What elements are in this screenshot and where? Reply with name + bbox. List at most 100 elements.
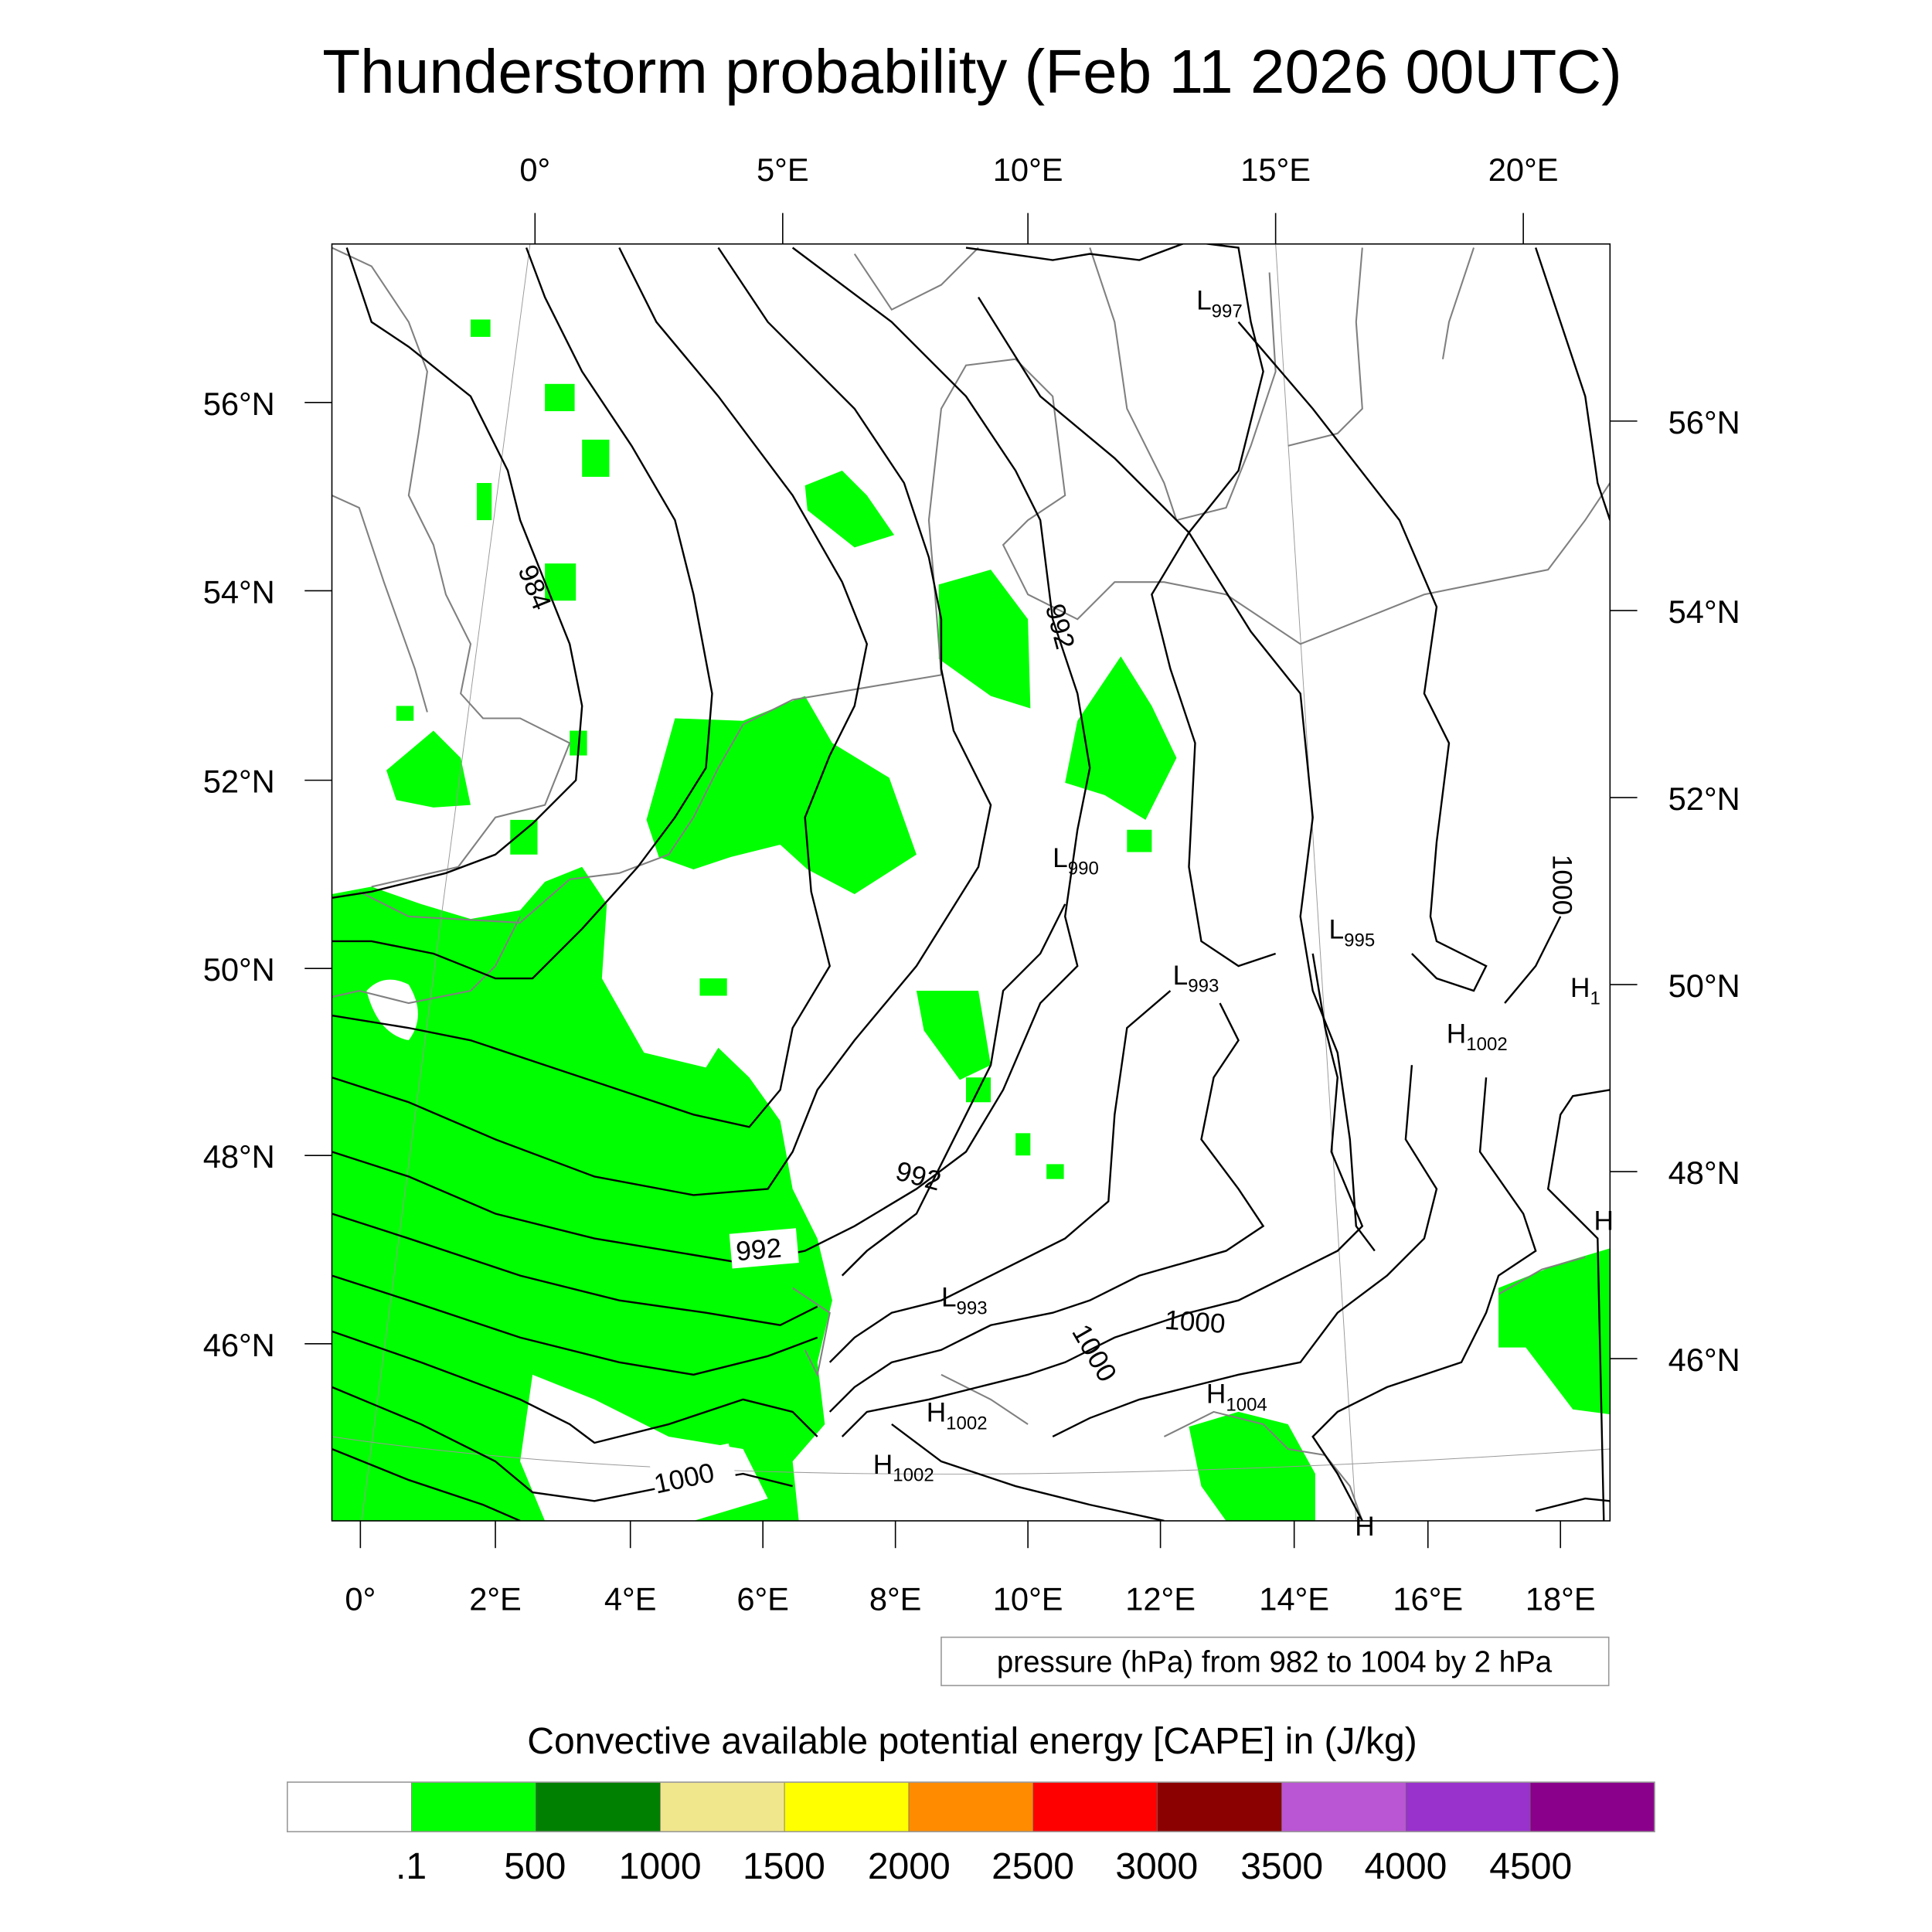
parallel-44n xyxy=(332,1436,1611,1475)
pressure-info-box xyxy=(940,1636,1610,1686)
colorbar-label: 1500 xyxy=(743,1845,825,1887)
colorbar-swatch xyxy=(411,1781,536,1832)
cape-region-adriatic xyxy=(1189,1411,1315,1521)
colorbar-swatch xyxy=(1157,1781,1282,1832)
left-lat-label: 56°N xyxy=(203,386,275,422)
isobar-line xyxy=(1311,1077,1537,1521)
colorbar-swatch xyxy=(1529,1781,1655,1832)
top-lon-label: 15°E xyxy=(1240,151,1311,188)
colorbar-title: Convective available potential energy [C… xyxy=(527,1720,1417,1762)
isobar-line xyxy=(891,1423,1165,1521)
high-center-label: H1 xyxy=(1570,973,1600,1009)
colorbar-label: 2000 xyxy=(868,1845,951,1887)
isobar-label: 992 xyxy=(893,1156,944,1197)
cape-speck xyxy=(510,819,538,855)
isobar-line xyxy=(332,1330,818,1444)
top-lon-label: 5°E xyxy=(757,151,809,188)
chart-title: Thunderstorm probability (Feb 11 2026 00… xyxy=(322,36,1622,106)
colorbar xyxy=(287,1781,1655,1832)
colorbar-label: .1 xyxy=(396,1845,427,1887)
top-lon-axis: 0° 5°E 10°E 15°E 20°E xyxy=(519,151,1559,244)
isobar-label: 1000 xyxy=(1164,1305,1226,1339)
colorbar-swatch xyxy=(536,1781,661,1832)
cape-hole xyxy=(366,979,418,1041)
isobar-line xyxy=(332,247,713,980)
meridian-15e xyxy=(1275,243,1357,1521)
cape-speck xyxy=(1015,1133,1031,1156)
isobar-line xyxy=(332,1213,818,1326)
cape-region-england xyxy=(386,730,471,808)
isobar-line xyxy=(332,247,1091,1264)
right-lat-label: 48°N xyxy=(1668,1155,1740,1191)
colorbar-swatch xyxy=(659,1781,785,1832)
top-lon-label: 20°E xyxy=(1488,151,1559,188)
right-lat-label: 46°N xyxy=(1668,1342,1740,1378)
left-lat-label: 46°N xyxy=(203,1327,275,1363)
colorbar-label: 4000 xyxy=(1364,1845,1447,1887)
isobar-label: 1000 xyxy=(1547,855,1577,915)
low-center-label: L995 xyxy=(1329,915,1376,951)
cape-hole xyxy=(520,1374,768,1521)
colorbar-swatch xyxy=(784,1781,910,1832)
colorbar-label: 2500 xyxy=(992,1845,1074,1887)
isobar-line xyxy=(1237,321,1488,992)
high-center-label: H1002 xyxy=(1447,1019,1508,1055)
bottom-lon-label: 18°E xyxy=(1526,1580,1596,1617)
cape-speck xyxy=(476,483,492,521)
cape-speck xyxy=(396,706,414,721)
isobar-line xyxy=(1546,1089,1611,1521)
map-area xyxy=(332,243,1611,1521)
colorbar-swatch xyxy=(1406,1781,1531,1832)
low-center-label: L993 xyxy=(941,1283,988,1319)
top-lon-label: 10°E xyxy=(993,151,1063,188)
isobar-line xyxy=(965,243,1277,968)
bottom-lon-label: 6°E xyxy=(736,1580,789,1617)
isobar-line xyxy=(828,1002,1265,1413)
cape-region-hungary xyxy=(1498,1248,1611,1415)
isobar-line xyxy=(332,247,583,900)
colorbar-label: 1000 xyxy=(619,1845,702,1887)
cape-region-southwest xyxy=(332,866,832,1521)
cape-speck xyxy=(470,319,491,337)
isobar-line xyxy=(1535,1497,1611,1512)
bottom-lon-axis: 0° 2°E 4°E 6°E 8°E 10°E 12°E 14°E 16°E 1… xyxy=(345,1520,1596,1617)
cape-region-denmark xyxy=(938,570,1031,709)
low-center-label: L993 xyxy=(1173,961,1219,997)
left-lat-label: 48°N xyxy=(203,1138,275,1175)
colorbar-swatch xyxy=(1032,1781,1158,1832)
cape-region-benelux xyxy=(646,696,917,895)
isobar-line xyxy=(332,247,992,1196)
left-lat-axis: 56°N 54°N 52°N 50°N 48°N 46°N xyxy=(203,386,332,1363)
bottom-lon-label: 8°E xyxy=(869,1580,922,1617)
colorbar-label: 500 xyxy=(504,1845,566,1887)
right-lat-label: 54°N xyxy=(1668,594,1740,630)
bottom-lon-label: 2°E xyxy=(469,1580,522,1617)
bottom-lon-label: 4°E xyxy=(604,1580,657,1617)
colorbar-labels: .1 500 1000 1500 2000 2500 3000 3500 400… xyxy=(396,1845,1572,1887)
coastlines xyxy=(332,247,1611,1521)
left-lat-label: 52°N xyxy=(203,764,275,800)
bottom-lon-label: 16°E xyxy=(1393,1580,1463,1617)
cape-fill xyxy=(332,319,1611,1521)
isobar-line xyxy=(332,1274,818,1376)
isobar-line xyxy=(1504,916,1562,1004)
isobar-line xyxy=(841,903,1066,1277)
cape-speck xyxy=(699,978,727,996)
pressure-info-text: pressure (hPa) from 982 to 1004 by 2 hPa xyxy=(997,1645,1553,1679)
low-center-label: L997 xyxy=(1196,286,1243,322)
colorbar-label: 4500 xyxy=(1489,1845,1572,1887)
right-lat-axis: 56°N 54°N 52°N 50°N 48°N 46°N xyxy=(1610,404,1740,1378)
isobar-line xyxy=(1535,247,1611,521)
right-lat-label: 50°N xyxy=(1668,968,1740,1004)
isobar-line xyxy=(332,247,869,1128)
cape-region-germany xyxy=(1065,656,1177,820)
isobar-line xyxy=(978,296,1376,1252)
cape-region-northsea xyxy=(804,470,895,548)
top-lon-label: 0° xyxy=(519,151,550,188)
isobar-label: 1000 xyxy=(1066,1319,1122,1386)
isobar-line xyxy=(332,1447,521,1521)
colorbar-swatch xyxy=(1281,1781,1406,1832)
cape-region-france xyxy=(916,991,992,1080)
isobar-label: 992 xyxy=(735,1233,783,1267)
bottom-lon-label: 12°E xyxy=(1125,1580,1196,1617)
